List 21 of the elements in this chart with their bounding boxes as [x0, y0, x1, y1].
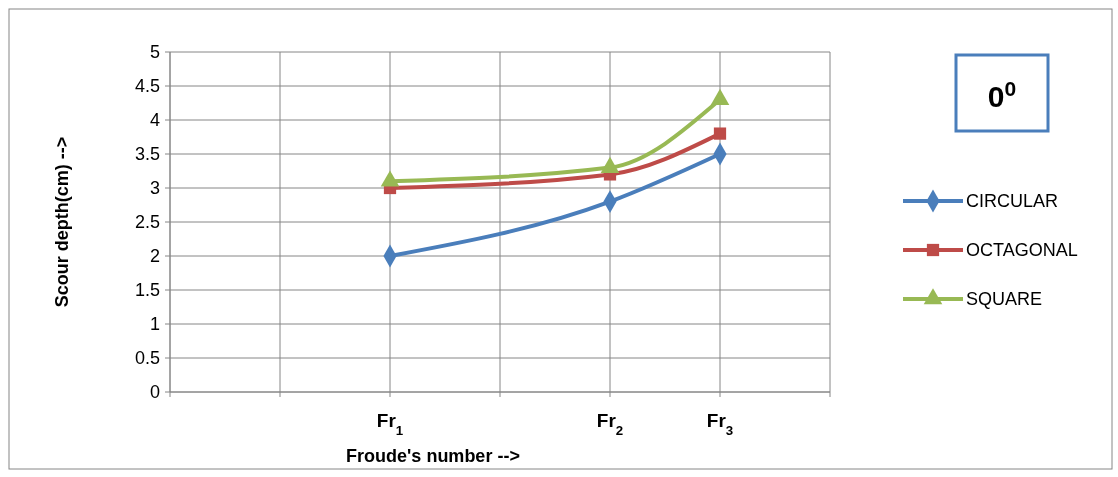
y-tick-label: 5: [149, 42, 160, 63]
legend-label: CIRCULAR: [966, 191, 1059, 212]
y-tick-label: 4: [149, 110, 160, 131]
y-tick-label: 3.5: [134, 144, 160, 165]
y-tick-label: 0: [149, 382, 160, 403]
y-axis-title: Scour depth(cm) -->: [52, 136, 72, 308]
y-tick-label: 1.5: [134, 280, 160, 301]
point: [713, 127, 727, 140]
y-tick-label: 2.5: [134, 212, 160, 233]
y-tick-label: 2: [149, 246, 160, 267]
y-tick-label: 0.5: [134, 348, 160, 369]
x-tick-label: Fr$_{1}$: [376, 410, 404, 438]
y-tick-label: 4.5: [134, 76, 160, 97]
x-axis-title: Froude's number -->: [346, 446, 520, 466]
y-tick-label: 1: [149, 314, 160, 335]
x-tick-label: Fr$_{3}$: [706, 410, 734, 438]
x-tick-label: Fr$_{2}$: [596, 410, 624, 438]
legend-label: OCTAGONAL: [966, 240, 1078, 261]
legend-label: SQUARE: [966, 289, 1043, 310]
y-tick-label: 3: [149, 178, 160, 199]
text: 0$^{0}$: [987, 76, 1017, 113]
